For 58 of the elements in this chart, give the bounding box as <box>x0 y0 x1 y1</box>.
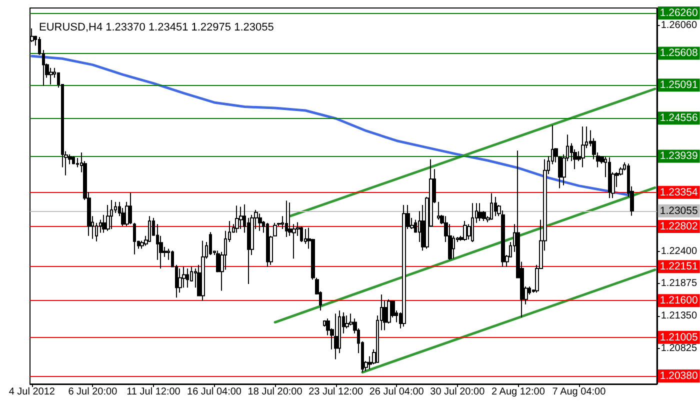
x-tick-label: 2 Aug 12:00 <box>491 386 546 398</box>
candlestick <box>49 67 53 86</box>
y-tick-label: 1.21875 <box>660 278 698 290</box>
candlestick <box>129 192 132 225</box>
x-tick-label: 4 Jul 2012 <box>8 386 56 398</box>
ref-line-label: 1.21600 <box>660 294 698 307</box>
candlestick <box>463 220 467 242</box>
candlestick <box>273 222 277 236</box>
x-tick-label: 7 Aug 04:00 <box>552 386 606 398</box>
candlestick <box>72 156 75 165</box>
candlestick <box>478 202 482 222</box>
ref-line-label: 1.25608 <box>660 47 698 60</box>
candlestick <box>266 222 269 268</box>
x-tick-label: 23 Jul 12:00 <box>308 386 364 398</box>
ref-line-label: 1.23354 <box>660 186 698 198</box>
y-tick-label: 1.26060 <box>660 20 698 31</box>
y-tick-label: 1.22400 <box>660 246 698 257</box>
x-tick-label: 30 Jul 20:00 <box>430 386 486 398</box>
x-tick-label: 11 Jul 12:00 <box>126 386 181 398</box>
x-tick-label: 16 Jul 04:00 <box>187 386 242 398</box>
y-tick-label: 1.20825 <box>660 343 698 354</box>
candlestick <box>608 156 611 199</box>
ref-line-label: 1.25091 <box>660 79 698 92</box>
ref-line-label: 1.23055 <box>660 204 698 217</box>
candlestick <box>471 202 474 242</box>
candlestick <box>106 204 110 232</box>
candlestick <box>201 240 205 302</box>
candlestick <box>300 226 303 242</box>
candlestick <box>581 126 585 168</box>
candlestick <box>209 232 212 256</box>
candlestick <box>235 205 239 234</box>
ref-line-label: 1.24556 <box>660 112 698 124</box>
y-tick-label: 1.21350 <box>660 310 698 322</box>
candlestick <box>239 206 243 230</box>
candlestick <box>402 204 406 328</box>
candlestick <box>437 201 440 220</box>
ref-line-label: 1.22802 <box>660 220 698 232</box>
candlestick <box>178 268 182 294</box>
x-tick-label: 26 Jul 04:00 <box>369 386 424 398</box>
candlestick <box>258 213 262 232</box>
candlestick <box>285 200 288 238</box>
candlestick <box>186 268 189 288</box>
candlestick <box>133 222 136 255</box>
ref-line-label: 1.22151 <box>660 260 698 273</box>
ref-line-label: 1.20380 <box>660 370 698 382</box>
text: EURUSD,H4 1.23370 1.23451 1.22975 1.23055 <box>39 22 274 34</box>
candlestick <box>490 192 493 220</box>
candlestick <box>182 266 186 288</box>
ref-line-label: 1.21005 <box>660 331 698 344</box>
ref-line-label: 1.23939 <box>660 150 698 162</box>
ref-line-label: 1.26260 <box>660 6 698 19</box>
candlestick <box>494 196 497 217</box>
x-tick-label: 18 Jul 20:00 <box>248 386 303 398</box>
candlestick <box>334 313 338 360</box>
candlestick <box>140 240 144 250</box>
candlestick <box>110 200 113 230</box>
x-tick-label: 6 Jul 20:00 <box>68 386 118 398</box>
candlestick <box>148 216 151 242</box>
